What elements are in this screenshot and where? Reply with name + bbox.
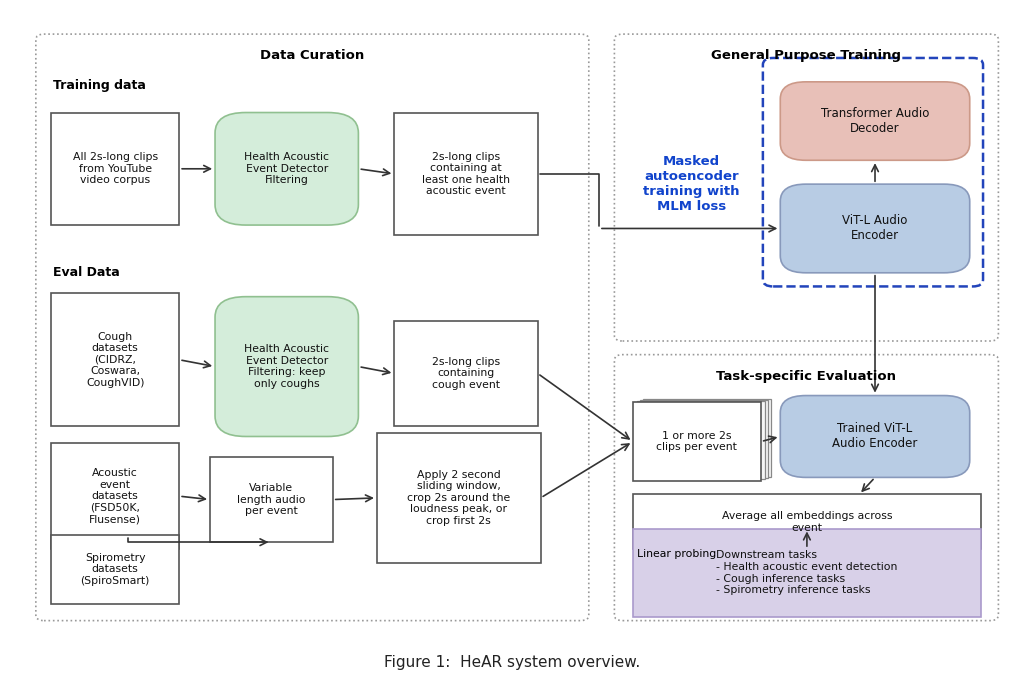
Text: 2s-long clips
containing
cough event: 2s-long clips containing cough event	[432, 357, 500, 390]
Text: Acoustic
event
datasets
(FSD50K,
Flusense): Acoustic event datasets (FSD50K, Flusens…	[89, 468, 141, 524]
Bar	[51, 293, 179, 426]
Text: Transformer Audio
Decoder: Transformer Audio Decoder	[821, 107, 929, 135]
Text: Cough
datasets
(CIDRZ,
Coswara,
CoughVID): Cough datasets (CIDRZ, Coswara, CoughVID…	[86, 331, 144, 388]
Text: Variable
length audio
per event: Variable length audio per event	[238, 483, 305, 516]
FancyBboxPatch shape	[780, 396, 970, 477]
Bar	[633, 402, 761, 481]
Text: Training data: Training data	[53, 78, 146, 92]
Text: ViT-L Audio
Encoder: ViT-L Audio Encoder	[843, 214, 907, 243]
Bar	[51, 535, 179, 604]
Text: Average all embeddings across
event: Average all embeddings across event	[722, 511, 892, 533]
Text: Downstream tasks
- Health acoustic event detection
- Cough inference tasks
- Spi: Downstream tasks - Health acoustic event…	[716, 550, 898, 595]
Bar	[637, 401, 765, 479]
Bar	[633, 494, 981, 549]
Text: General Purpose Training: General Purpose Training	[712, 49, 901, 62]
Text: Trained ViT-L
Audio Encoder: Trained ViT-L Audio Encoder	[833, 422, 918, 451]
FancyBboxPatch shape	[215, 113, 358, 225]
Text: Data Curation: Data Curation	[260, 49, 365, 62]
FancyBboxPatch shape	[780, 184, 970, 273]
Bar	[51, 113, 179, 225]
Text: Eval Data: Eval Data	[53, 266, 120, 280]
Text: Spirometry
datasets
(SpiroSmart): Spirometry datasets (SpiroSmart)	[81, 553, 150, 586]
Text: 1 or more 2s
clips per event: 1 or more 2s clips per event	[656, 431, 737, 452]
FancyBboxPatch shape	[215, 297, 358, 436]
Bar	[640, 400, 768, 479]
Text: Task-specific Evaluation: Task-specific Evaluation	[717, 370, 896, 383]
Text: 2s-long clips
containing at
least one health
acoustic event: 2s-long clips containing at least one he…	[422, 151, 510, 196]
Text: Apply 2 second
sliding window,
crop 2s around the
loudness peak, or
crop first 2: Apply 2 second sliding window, crop 2s a…	[408, 470, 510, 526]
Bar	[643, 399, 771, 477]
Bar	[377, 433, 541, 563]
FancyBboxPatch shape	[780, 82, 970, 160]
Text: Linear probing: Linear probing	[637, 549, 716, 559]
Bar	[210, 457, 333, 542]
Bar	[394, 321, 538, 426]
Text: Health Acoustic
Event Detector
Filtering: keep
only coughs: Health Acoustic Event Detector Filtering…	[244, 344, 330, 389]
Text: Masked
autoencoder
training with
MLM loss: Masked autoencoder training with MLM los…	[643, 155, 739, 213]
Text: Health Acoustic
Event Detector
Filtering: Health Acoustic Event Detector Filtering	[244, 152, 330, 186]
Bar	[633, 529, 981, 617]
Text: Figure 1:  HeAR system overview.: Figure 1: HeAR system overview.	[384, 655, 640, 670]
Bar	[394, 113, 538, 235]
Text: All 2s-long clips
from YouTube
video corpus: All 2s-long clips from YouTube video cor…	[73, 152, 158, 186]
Bar	[51, 443, 179, 549]
